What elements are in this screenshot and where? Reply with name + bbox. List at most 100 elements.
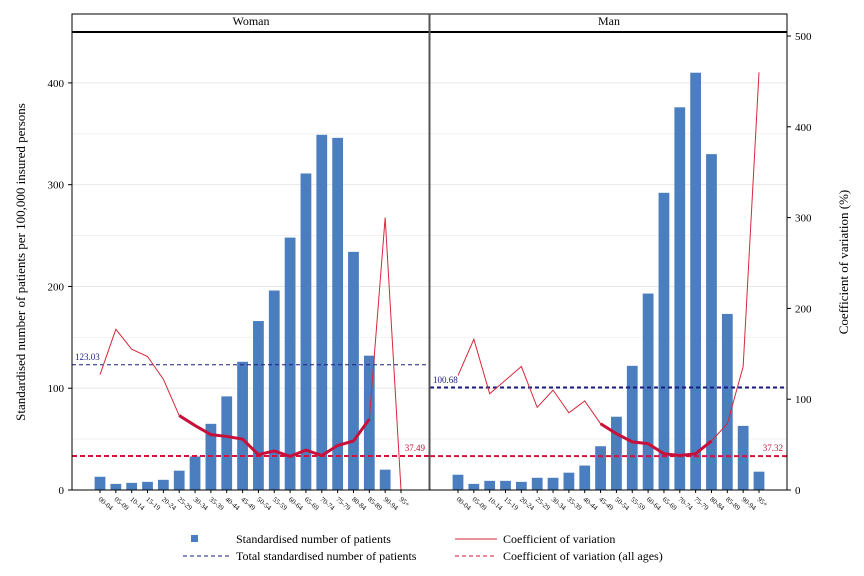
bar-series <box>94 72 765 491</box>
bar <box>348 251 359 490</box>
bar <box>253 321 264 490</box>
x-tick-label: 50-54 <box>613 495 631 512</box>
y-tick-label: 200 <box>48 281 65 293</box>
bar <box>690 72 702 490</box>
bar <box>531 477 543 490</box>
bar <box>595 446 606 490</box>
bar <box>737 425 749 490</box>
bar <box>753 471 765 490</box>
x-tick-label: 35-39 <box>208 495 226 512</box>
legend-label-total: Total standardised number of patients <box>236 549 417 563</box>
bar <box>706 154 717 490</box>
x-tick-label: 75-79 <box>692 495 710 512</box>
y2-tick-label: 200 <box>795 303 812 315</box>
cv-line-bold <box>599 422 713 458</box>
bar <box>300 173 312 490</box>
line-series <box>72 72 787 491</box>
x-tick-label: 10-14 <box>486 495 504 512</box>
bar <box>173 470 185 490</box>
x-tick-label: 90-94 <box>740 495 758 512</box>
bar <box>94 476 106 490</box>
x-tick-label: 60-64 <box>287 495 305 512</box>
bar <box>452 474 464 490</box>
bar <box>674 107 686 490</box>
x-tick-label: 25-29 <box>534 495 552 512</box>
cv-line-bold <box>178 414 371 459</box>
bar <box>379 469 391 490</box>
bar <box>658 192 670 490</box>
bar <box>611 416 622 490</box>
bar <box>268 290 280 490</box>
bar <box>126 482 138 490</box>
bar <box>721 313 733 490</box>
x-tick-label: 30-34 <box>550 495 568 512</box>
y2-tick-label: 400 <box>795 122 812 134</box>
x-tick-label: 65-69 <box>661 495 679 512</box>
bar <box>579 465 591 490</box>
bar <box>189 456 201 490</box>
legend-label-bars: Standardised number of patients <box>236 532 391 546</box>
bar <box>316 134 328 490</box>
x-tick-label: 70-74 <box>319 495 337 512</box>
bar <box>157 479 169 490</box>
y-tick-label: 100 <box>48 383 65 395</box>
x-tick-label: 20-24 <box>160 495 178 512</box>
x-tick-label: 30-34 <box>192 495 210 512</box>
legend-label-cv-all: Coefficient of variation (all ages) <box>503 549 663 563</box>
x-tick-label: 45-49 <box>597 495 615 512</box>
bar <box>484 480 496 490</box>
bar <box>284 237 296 490</box>
bar <box>626 365 638 490</box>
y2-tick-label: 0 <box>795 485 801 497</box>
total-label-man: 100.68 <box>433 375 458 385</box>
bar <box>142 481 153 490</box>
y-axis-title: Standardised number of patients per 100,… <box>13 103 28 421</box>
x-tick-label: 00-04 <box>97 495 115 512</box>
panel-title-woman: Woman <box>232 14 269 28</box>
legend-bar-swatch <box>191 535 198 542</box>
y2-axis-title: Coefficient of variation (%) <box>836 190 851 335</box>
x-tick-label: 25-29 <box>176 495 194 512</box>
x-tick-label: 15-19 <box>144 495 162 512</box>
bar <box>332 137 344 491</box>
x-tick-label: 80-84 <box>350 495 368 512</box>
x-tick-label: 70-74 <box>677 495 695 512</box>
cv-all-label-man: 37.32 <box>763 443 783 453</box>
x-tick-label: 55-59 <box>629 495 647 512</box>
bar <box>363 355 375 490</box>
cv-all-label-woman: 37.49 <box>405 443 426 453</box>
plot-frame <box>68 13 791 493</box>
y-tick-label: 300 <box>48 180 65 192</box>
y-tick-label: 0 <box>59 485 65 497</box>
bar <box>468 483 480 490</box>
bar <box>547 477 559 490</box>
x-tick-label: 85-89 <box>724 495 742 512</box>
panel-title-man: Man <box>598 14 620 28</box>
x-tick-label: 35-39 <box>566 495 584 512</box>
y2-tick-label: 500 <box>795 31 812 43</box>
x-tick-label: 95+ <box>756 495 770 508</box>
x-tick-label: 80-84 <box>708 495 726 512</box>
bar <box>110 483 122 490</box>
x-tick-label: 05-09 <box>113 495 131 512</box>
x-tick-label: 75-79 <box>334 495 352 512</box>
x-tick-label: 60-64 <box>645 495 663 512</box>
x-tick-label: 40-44 <box>581 495 599 512</box>
y-tick-label: 400 <box>48 78 65 90</box>
bar <box>500 480 511 490</box>
bar <box>563 472 575 490</box>
bar <box>515 481 527 490</box>
x-tick-label: 20-24 <box>518 495 536 512</box>
bar <box>221 396 233 490</box>
x-tick-label: 85-89 <box>366 495 384 512</box>
legend-label-cv: Coefficient of variation <box>503 532 615 546</box>
bar <box>237 361 248 490</box>
x-tick-label: 40-44 <box>223 495 241 512</box>
x-tick-label: 15-19 <box>502 495 520 512</box>
y2-tick-label: 100 <box>795 394 812 406</box>
x-tick-label: 90-94 <box>382 495 400 512</box>
x-tick-label: 55-59 <box>271 495 289 512</box>
legend: Standardised number of patients Coeffici… <box>183 532 663 563</box>
x-tick-label: 45-49 <box>239 495 257 512</box>
